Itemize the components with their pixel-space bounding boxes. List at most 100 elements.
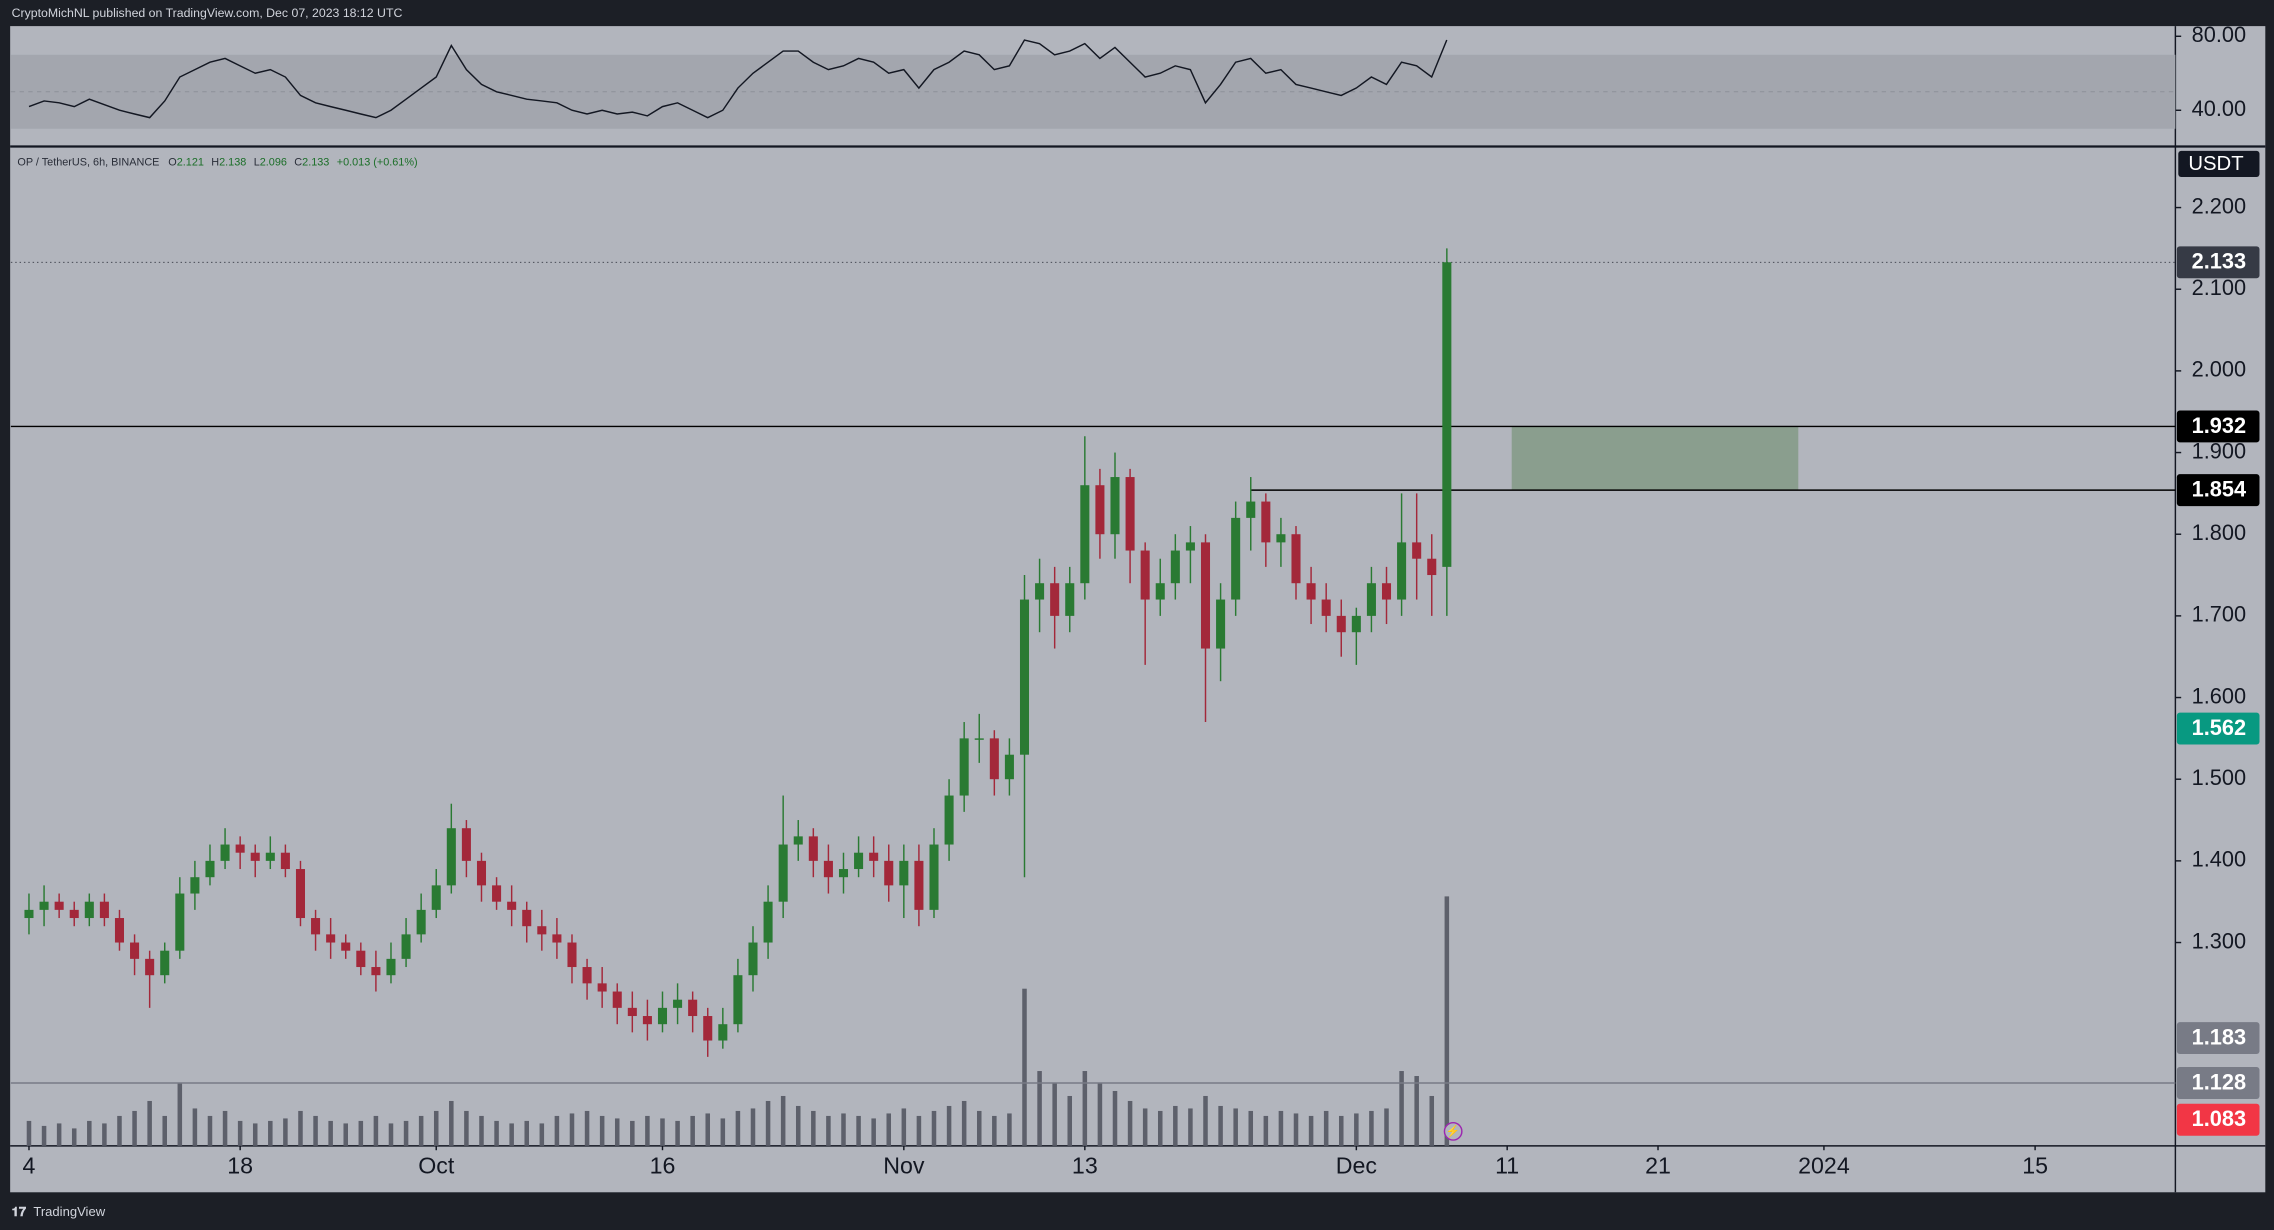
candle-body [823,860,833,878]
candle-body [567,942,577,968]
volume-bar [222,1110,228,1146]
volume-bar [1127,1100,1133,1146]
price-tag [2176,1022,2260,1055]
x-tick-label: 13 [1072,1153,1098,1179]
candle-body [1200,542,1211,649]
volume-bar [494,1120,499,1146]
volume-bar [614,1118,620,1146]
volume-bar [584,1110,590,1146]
volume-bar [479,1115,484,1146]
candle-body [175,893,185,951]
candle-body [944,795,954,845]
volume-bar [1263,1115,1269,1146]
ohlc-label: C [294,156,302,168]
candle-body [250,852,260,861]
candle-body [476,860,487,886]
volume-bar [660,1118,665,1146]
volume-bar [1338,1115,1344,1146]
y-tick-label: 2.000 [2192,357,2246,382]
volume-bar [132,1110,137,1146]
candle-body [642,1016,652,1025]
candle-body [84,901,94,919]
candle-body [130,942,140,959]
x-tick-label: 2024 [1798,1153,1850,1179]
candle-body [1321,599,1331,616]
volume-bar [690,1115,695,1146]
y-tick-label: 1.900 [2192,438,2246,463]
volume-bar [1278,1110,1284,1146]
volume-bar [946,1105,952,1146]
volume-bar [147,1100,152,1146]
candle-body [733,975,743,1025]
change: +0.013 (+0.61%) [337,156,418,168]
candle-body [778,844,788,902]
candle-body [1095,485,1105,535]
volume-bar [1399,1071,1404,1146]
volume-bar [71,1128,77,1146]
volume-bar [449,1100,454,1146]
volume-bar [901,1108,907,1146]
candle-body [1261,501,1271,543]
price-tag [2176,1067,2260,1099]
volume-bar [795,1105,801,1146]
volume-bar [1188,1108,1193,1146]
volume-bar [599,1115,605,1146]
candle-body [160,950,170,976]
volume-bar [1369,1110,1374,1146]
rsi-tick-label: 80.00 [2192,22,2246,47]
volume-bar [1384,1108,1389,1146]
candle-body [657,1007,668,1025]
candle-body [461,828,471,861]
ohlc-value: 2.096 [260,156,287,168]
volume-bar [358,1120,364,1146]
candle-body [838,869,849,878]
volume-bar [931,1110,937,1146]
ohlc-value: 2.138 [219,156,246,168]
volume-bar [1052,1083,1057,1146]
candle-body [39,901,49,910]
volume-bar [961,1100,967,1146]
volume-bar [886,1113,892,1146]
y-tick-label: 1.400 [2192,847,2246,872]
price-tag [2176,246,2260,279]
currency-badge [2178,150,2260,177]
volume-bar [1323,1110,1329,1146]
candle-body [763,901,773,943]
volume-bar [1218,1105,1223,1146]
candle-body [703,1016,713,1041]
candle-body [24,909,34,919]
candle-body [431,885,441,910]
volume-bar [554,1115,560,1146]
x-tick-label: Oct [418,1153,455,1179]
candle-body [974,738,984,740]
volume-bar [252,1123,258,1146]
x-tick-label: 18 [227,1153,253,1179]
volume-bar [539,1123,545,1146]
volume-bar [750,1108,756,1146]
volume-bar [1444,896,1450,1146]
volume-bar [1142,1108,1148,1146]
y-tick-label: 1.700 [2192,602,2246,627]
volume-bar [735,1110,741,1146]
volume-bar [56,1123,62,1146]
zone [1511,426,1799,491]
volume-bar [569,1113,575,1146]
legend: OP / TetherUS, 6h, BINANCE O2.121 H2.138… [17,156,417,168]
candle-body [1080,485,1090,584]
candle-body [1110,477,1120,535]
volume-bar [313,1115,318,1146]
candle-body [190,877,200,894]
volume-bar [856,1115,861,1146]
volume-bar [177,1083,183,1146]
volume-bar [992,1115,997,1146]
volume-bar [328,1120,333,1146]
candle-body [1185,542,1195,551]
header: CryptoMichNL published on TradingView.co… [12,6,403,20]
volume-bar [403,1120,409,1146]
candle-body [582,967,592,984]
symbol: OP / TetherUS, 6h, BINANCE [17,156,159,168]
volume-bar [418,1115,424,1146]
volume-bar [705,1113,711,1146]
price-tag-label: 1.562 [2192,715,2246,740]
